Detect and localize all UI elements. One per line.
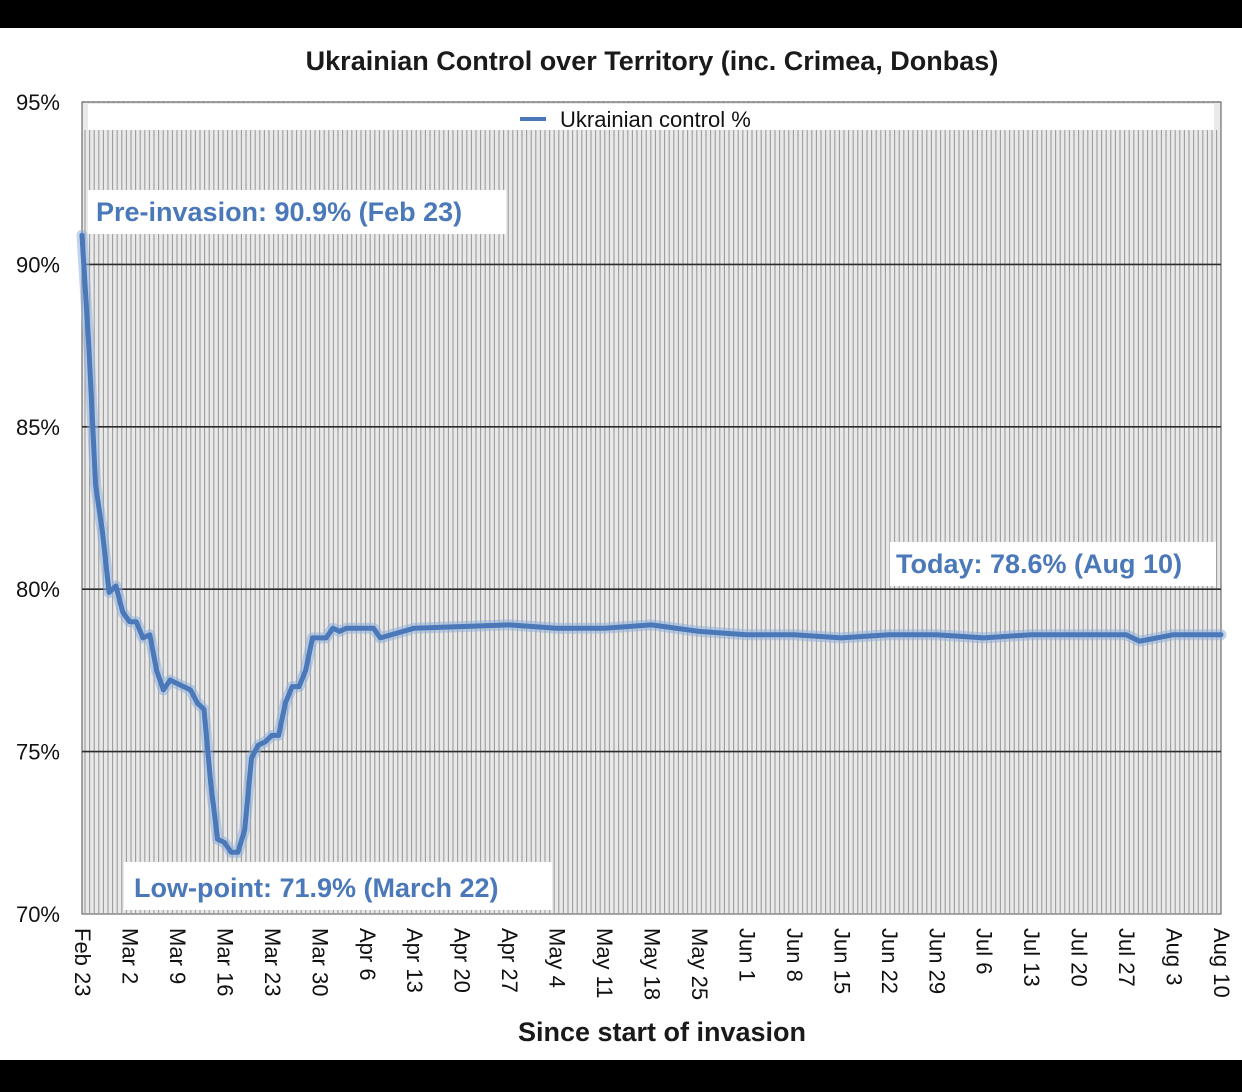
- x-axis-ticks: Feb 23 Mar 2 Mar 9 Mar 16 Mar 23 Mar 30 Apr 6 A…: [70, 928, 1234, 1000]
- x-tick-label: Apr 27: [497, 928, 522, 993]
- y-axis-ticks: 70% 75% 80% 85% 90% 95%: [16, 90, 60, 927]
- x-tick-label: Jun 22: [877, 928, 902, 994]
- annotation-label: Today: 78.6% (Aug 10): [896, 549, 1182, 579]
- background-stripes: [84, 130, 1218, 914]
- plot-area: [81, 101, 1222, 915]
- annotation-label: Low-point: 71.9% (March 22): [134, 873, 499, 903]
- x-tick-label: Jul 20: [1067, 928, 1092, 987]
- x-tick-label: May 11: [592, 928, 617, 999]
- x-tick-label: Apr 20: [450, 928, 475, 993]
- x-tick-label: Apr 13: [402, 928, 427, 993]
- x-tick-label: May 4: [545, 928, 570, 988]
- annotation-box: [88, 190, 506, 234]
- x-tick-label: Jun 8: [782, 928, 807, 982]
- y-tick-label: 75%: [16, 740, 60, 765]
- series-layer: [76, 229, 1227, 858]
- chart-title: Ukrainian Control over Territory (inc. C…: [306, 46, 999, 76]
- x-axis-label: Since start of invasion: [518, 1017, 806, 1047]
- x-tick-label: Feb 23: [70, 928, 95, 997]
- x-tick-label: Mar 2: [117, 928, 142, 984]
- x-tick-label: May 18: [640, 928, 665, 1000]
- x-tick-label: Jun 29: [924, 928, 949, 994]
- x-tick-label: Mar 16: [212, 928, 237, 996]
- y-tick-label: 70%: [16, 902, 60, 927]
- y-tick-label: 90%: [16, 252, 60, 277]
- annotations: Pre-invasion: 90.9% (Feb 23) Low-point: 7…: [88, 190, 1216, 910]
- x-tick-label: Apr 6: [355, 928, 380, 981]
- x-tick-label: Mar 30: [307, 928, 332, 996]
- x-tick-label: Aug 3: [1162, 928, 1187, 986]
- legend-background: [88, 104, 1214, 130]
- x-tick-label: Jul 13: [1019, 928, 1044, 987]
- chart-frame: Ukrainian Control over Territory (inc. C…: [0, 28, 1242, 1060]
- y-tick-label: 80%: [16, 577, 60, 602]
- legend: Ukrainian control %: [88, 104, 1214, 132]
- annotation-box: [124, 862, 552, 910]
- legend-label: Ukrainian control %: [560, 107, 751, 132]
- series-line: [79, 232, 1224, 855]
- x-tick-label: Jul 27: [1114, 928, 1139, 987]
- plot-background: [81, 101, 1222, 915]
- x-tick-label: Jun 1: [734, 928, 759, 982]
- y-tick-label: 95%: [16, 90, 60, 115]
- x-tick-label: Mar 9: [165, 928, 190, 984]
- line-chart: Ukrainian Control over Territory (inc. C…: [16, 46, 1234, 1047]
- x-tick-label: Jun 15: [829, 928, 854, 994]
- annotation-box: [890, 542, 1216, 586]
- x-tick-label: Mar 23: [260, 928, 285, 996]
- x-tick-label: Jul 6: [972, 928, 997, 974]
- annotation-label: Pre-invasion: 90.9% (Feb 23): [96, 197, 462, 227]
- x-tick-label: Aug 10: [1209, 928, 1234, 998]
- gridlines: [82, 101, 1221, 753]
- x-tick-label: May 25: [687, 928, 712, 1000]
- y-tick-label: 85%: [16, 415, 60, 440]
